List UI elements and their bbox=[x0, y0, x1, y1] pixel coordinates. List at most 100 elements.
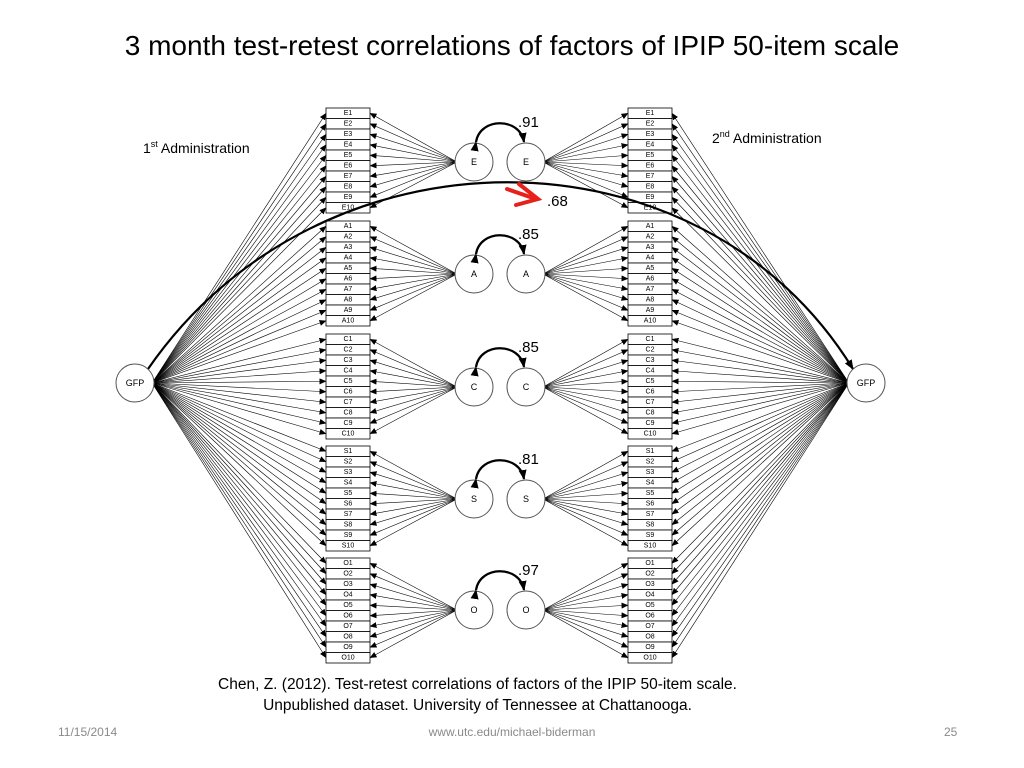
item-box: E9 bbox=[325, 191, 371, 203]
factor-loading-arrow bbox=[543, 246, 629, 275]
factor-circle: A bbox=[454, 254, 494, 294]
item-box: O6 bbox=[627, 610, 673, 622]
item-box: A8 bbox=[627, 294, 673, 306]
item-label: A1 bbox=[344, 223, 353, 230]
item-box: O8 bbox=[325, 631, 371, 643]
factor-correlation-arrow bbox=[470, 122, 527, 152]
item-label: C2 bbox=[344, 346, 353, 353]
item-box: S8 bbox=[627, 519, 673, 531]
factor-loading-arrow bbox=[369, 573, 458, 611]
factor-loading-arrow bbox=[542, 498, 629, 547]
factor-loading-arrow bbox=[369, 450, 458, 500]
item-label: O3 bbox=[645, 581, 654, 588]
factor-label: E bbox=[471, 157, 477, 167]
item-label: C3 bbox=[344, 357, 353, 364]
factor-loading-arrow bbox=[542, 273, 629, 322]
gfp-loading-arrow bbox=[151, 382, 327, 505]
item-box: C4 bbox=[325, 365, 371, 377]
factor-loading-arrow bbox=[369, 386, 457, 414]
highlight-arrow-icon bbox=[505, 182, 543, 207]
factor-loading-arrow bbox=[369, 273, 458, 322]
item-box: A6 bbox=[627, 273, 673, 285]
item-box: C6 bbox=[627, 386, 673, 398]
item-box: C4 bbox=[627, 365, 673, 377]
factor-loading-arrow bbox=[369, 461, 458, 500]
item-label: A3 bbox=[646, 244, 655, 251]
factor-loading-arrow bbox=[543, 498, 629, 517]
gfp-loading-arrow bbox=[671, 358, 849, 384]
factor-label: S bbox=[523, 494, 529, 504]
item-box: C2 bbox=[627, 344, 673, 356]
factor-loading-arrow bbox=[542, 609, 629, 648]
factor-loading-arrow bbox=[369, 592, 457, 611]
gfp-correlation-arrow bbox=[139, 181, 854, 379]
item-box: S10 bbox=[325, 540, 371, 552]
gfp-loading-arrow bbox=[671, 382, 849, 415]
item-box: O2 bbox=[627, 568, 673, 580]
gfp-loading-arrow bbox=[671, 382, 850, 564]
item-box: E4 bbox=[627, 139, 673, 151]
gfp-loading-arrow bbox=[151, 236, 327, 384]
gfp-loading-arrow bbox=[671, 382, 850, 659]
factor-loading-arrow bbox=[369, 273, 458, 311]
factor-correlation-label: .81 bbox=[518, 451, 539, 468]
factor-circle: C bbox=[454, 367, 494, 407]
gfp-loading-arrow bbox=[671, 382, 850, 526]
factor-loading-arrow bbox=[543, 386, 629, 405]
gfp-loading-arrow bbox=[671, 382, 850, 547]
factor-loading-arrow bbox=[369, 338, 458, 388]
gfp-loading-arrow bbox=[151, 382, 327, 606]
gfp-loading-arrow bbox=[152, 382, 327, 425]
item-label: C5 bbox=[646, 378, 655, 385]
item-box: S3 bbox=[325, 466, 371, 478]
item-box: E1 bbox=[325, 107, 371, 119]
item-box: A9 bbox=[325, 304, 371, 316]
item-box: A5 bbox=[627, 262, 673, 274]
factor-correlation-arrow bbox=[470, 459, 527, 489]
gfp-loading-arrow bbox=[151, 382, 327, 596]
item-label: A7 bbox=[646, 286, 655, 293]
gfp-loading-arrow bbox=[671, 382, 850, 452]
item-label: S3 bbox=[646, 469, 655, 476]
item-label: C1 bbox=[344, 336, 353, 343]
item-box: O5 bbox=[325, 599, 371, 611]
item-label: A4 bbox=[344, 254, 353, 261]
gfp-loading-arrow bbox=[151, 133, 327, 384]
gfp-loading-arrow bbox=[671, 246, 850, 384]
item-box: C10 bbox=[325, 428, 371, 440]
gfp-loading-arrow bbox=[152, 368, 327, 384]
factor-loading-arrow bbox=[369, 498, 458, 547]
gfp-loading-arrow bbox=[151, 165, 327, 384]
factor-correlation-arrow bbox=[470, 347, 527, 377]
nodes-layer: .68 E1 E1 E2 E2 E3 E3 E4 E4 E5 E5 E6 E6 E7 E7 E8 E8 E9 E9 E… bbox=[115, 107, 886, 664]
item-label: S8 bbox=[344, 521, 353, 528]
item-label: E7 bbox=[646, 173, 655, 180]
citation-line-1: Chen, Z. (2012). Test-retest correlation… bbox=[218, 676, 737, 693]
item-label: C2 bbox=[646, 346, 655, 353]
item-label: S10 bbox=[644, 542, 657, 549]
gfp-loading-arrow bbox=[671, 288, 850, 384]
item-label: C8 bbox=[646, 409, 655, 416]
item-label: E5 bbox=[344, 152, 353, 159]
item-box: A2 bbox=[627, 231, 673, 243]
gfp-loading-arrow bbox=[671, 368, 849, 384]
item-box: E2 bbox=[325, 118, 371, 130]
item-label: S6 bbox=[344, 500, 353, 507]
item-box: S7 bbox=[627, 508, 673, 520]
item-label: A7 bbox=[344, 286, 353, 293]
gfp-loading-arrow bbox=[151, 196, 327, 384]
factor-loading-arrow bbox=[543, 273, 629, 282]
gfp-loading-arrow bbox=[151, 207, 327, 384]
item-box: C9 bbox=[627, 417, 673, 429]
factor-loading-arrow bbox=[369, 273, 457, 292]
item-label: S4 bbox=[344, 479, 353, 486]
item-label: A2 bbox=[344, 233, 353, 240]
item-box: A2 bbox=[325, 231, 371, 243]
gfp-loading-arrow bbox=[151, 382, 327, 617]
item-label: C5 bbox=[344, 378, 353, 385]
factor-loading-arrow bbox=[369, 498, 457, 507]
gfp-loading-arrow bbox=[671, 382, 849, 435]
gfp-loading-arrow bbox=[151, 288, 327, 384]
item-box: C5 bbox=[325, 375, 371, 387]
factor-loading-arrow bbox=[369, 498, 457, 526]
